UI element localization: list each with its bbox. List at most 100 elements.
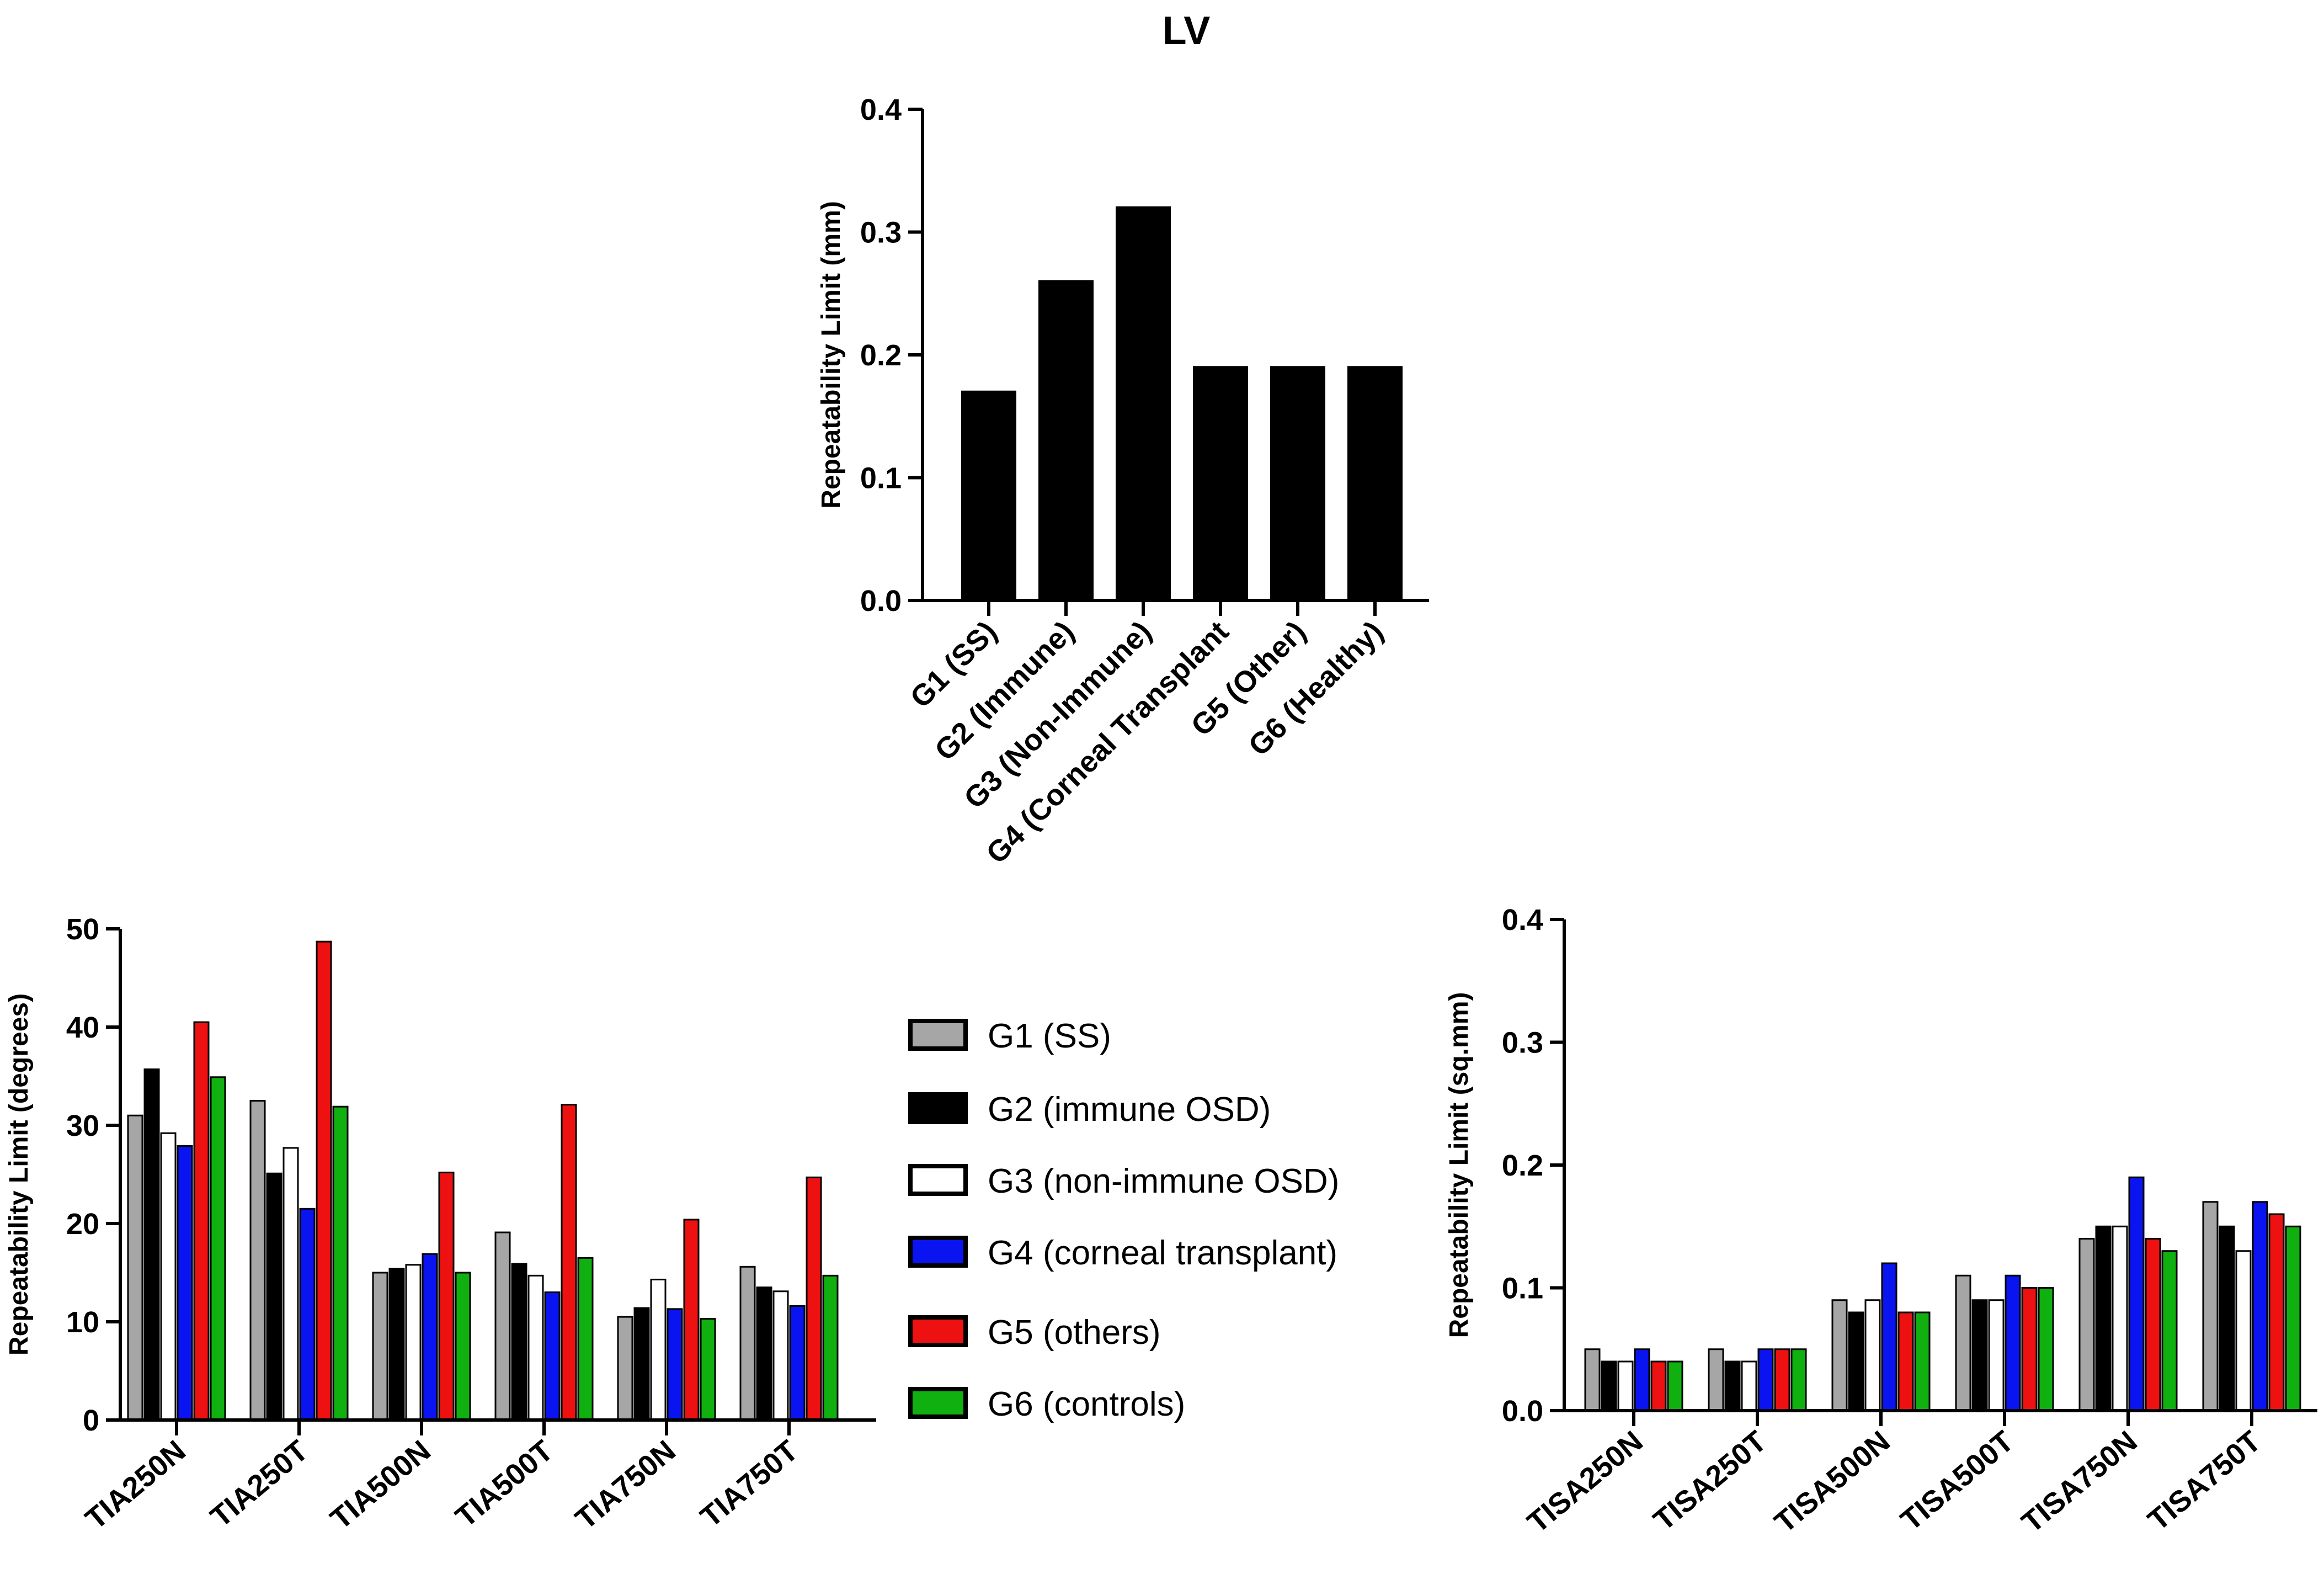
bar bbox=[1897, 1311, 1914, 1412]
y-tick-label: 0.3 bbox=[1502, 1027, 1543, 1060]
bar bbox=[683, 1219, 700, 1421]
bar bbox=[2038, 1287, 2054, 1412]
bar bbox=[2145, 1238, 2161, 1412]
x-tick-label: TIA750T bbox=[694, 1434, 804, 1534]
bar bbox=[210, 1076, 226, 1421]
bar bbox=[806, 1176, 822, 1421]
bar bbox=[2112, 1225, 2128, 1412]
bar bbox=[700, 1318, 716, 1421]
y-tick-label: 0.4 bbox=[860, 93, 902, 126]
bar bbox=[438, 1171, 455, 1421]
y-tick-label: 0.0 bbox=[860, 584, 902, 618]
chart-title: LV bbox=[1163, 9, 1211, 53]
x-tick-label: TISA750T bbox=[2142, 1424, 2267, 1537]
bar bbox=[127, 1114, 143, 1421]
bar bbox=[561, 1104, 577, 1421]
tia-chart: TIA250N TIA250T TIA500N TIA500T TIA750N TIA75… bbox=[4, 913, 876, 1536]
bar bbox=[282, 1147, 299, 1421]
bar bbox=[1971, 1299, 1988, 1412]
y-axis-title: Repeatability Limit (sq.mm) bbox=[1444, 992, 1474, 1338]
bar bbox=[739, 1265, 756, 1421]
bar bbox=[1650, 1360, 1667, 1412]
y-tick-label: 0.2 bbox=[860, 339, 902, 372]
bar bbox=[160, 1132, 177, 1421]
bar bbox=[2161, 1250, 2178, 1412]
bar bbox=[2202, 1201, 2219, 1412]
bar bbox=[1790, 1348, 1807, 1412]
bar bbox=[143, 1068, 160, 1421]
y-tick-label: 0.0 bbox=[1502, 1395, 1543, 1428]
bar bbox=[961, 390, 1016, 602]
bar bbox=[544, 1291, 561, 1421]
x-tick-label: TISA500N bbox=[1768, 1424, 1896, 1539]
legend-swatch bbox=[908, 1019, 968, 1051]
bar bbox=[2095, 1225, 2112, 1412]
bar bbox=[822, 1274, 839, 1421]
bar bbox=[2005, 1274, 2021, 1412]
legend: G1 (SS) G2 (immune OSD) G3 (non-immune OSD… bbox=[908, 1017, 1339, 1423]
bar bbox=[422, 1253, 438, 1421]
bar bbox=[1270, 366, 1325, 602]
bar bbox=[2021, 1287, 2038, 1412]
tisa-chart: TISA250NTISA250TTISA500NTISA500TTISA750N… bbox=[1444, 903, 2317, 1539]
bar bbox=[266, 1172, 282, 1421]
legend-item: G1 (SS) bbox=[908, 1017, 1111, 1055]
bar bbox=[1955, 1274, 1971, 1412]
x-tick-label: TIA500N bbox=[324, 1434, 437, 1536]
bar bbox=[511, 1263, 527, 1421]
bar bbox=[2252, 1201, 2268, 1412]
bar bbox=[1724, 1360, 1741, 1412]
bar bbox=[1848, 1311, 1864, 1412]
x-tick-label: TISA500T bbox=[1895, 1424, 2020, 1537]
x-tick-label: TIA750N bbox=[569, 1434, 682, 1536]
y-tick-label: 0.1 bbox=[1502, 1272, 1543, 1305]
y-tick-label: 0.2 bbox=[1502, 1149, 1543, 1182]
bar bbox=[332, 1105, 349, 1421]
bar bbox=[1347, 366, 1403, 602]
legend-swatch bbox=[908, 1092, 968, 1124]
x-tick-label: TISA250T bbox=[1648, 1424, 1773, 1537]
bar bbox=[633, 1307, 650, 1421]
y-tick-label: 20 bbox=[66, 1208, 99, 1241]
bar bbox=[1193, 366, 1248, 602]
x-tick-label: TIA500T bbox=[449, 1434, 559, 1534]
bar bbox=[388, 1268, 405, 1421]
bar bbox=[1584, 1348, 1601, 1412]
legend-label: G2 (immune OSD) bbox=[988, 1091, 1271, 1129]
bar bbox=[2078, 1238, 2095, 1412]
bar bbox=[667, 1308, 683, 1421]
bar bbox=[372, 1272, 388, 1421]
legend-swatch bbox=[908, 1236, 968, 1268]
x-tick-label: TISA750N bbox=[2016, 1424, 2144, 1539]
bar bbox=[177, 1145, 193, 1421]
bar bbox=[1634, 1348, 1650, 1412]
y-tick-label: 0.1 bbox=[860, 462, 902, 495]
bar bbox=[1741, 1360, 1757, 1412]
y-tick-label: 0.3 bbox=[860, 216, 902, 249]
bar bbox=[1038, 280, 1094, 602]
bar bbox=[650, 1278, 667, 1421]
bar bbox=[2268, 1213, 2285, 1412]
bar bbox=[1116, 206, 1171, 602]
bar bbox=[1708, 1348, 1724, 1412]
bar bbox=[1914, 1311, 1931, 1412]
legend-label: G5 (others) bbox=[988, 1314, 1161, 1352]
bar bbox=[577, 1257, 594, 1421]
x-tick-label: TISA250N bbox=[1521, 1424, 1649, 1539]
legend-swatch bbox=[908, 1315, 968, 1347]
x-tick-label: TIA250T bbox=[204, 1434, 314, 1534]
legend-item: G6 (controls) bbox=[908, 1385, 1185, 1423]
legend-item: G2 (immune OSD) bbox=[908, 1091, 1271, 1129]
bar bbox=[756, 1286, 772, 1421]
legend-label: G4 (corneal transplant) bbox=[988, 1234, 1337, 1272]
legend-item: G4 (corneal transplant) bbox=[908, 1234, 1337, 1272]
y-tick-label: 40 bbox=[66, 1011, 99, 1044]
bar bbox=[2235, 1250, 2252, 1412]
legend-item: G5 (others) bbox=[908, 1314, 1161, 1352]
legend-item: G3 (non-immune OSD) bbox=[908, 1162, 1339, 1200]
bar bbox=[789, 1305, 806, 1421]
bar bbox=[1864, 1299, 1881, 1412]
bar bbox=[193, 1021, 210, 1421]
